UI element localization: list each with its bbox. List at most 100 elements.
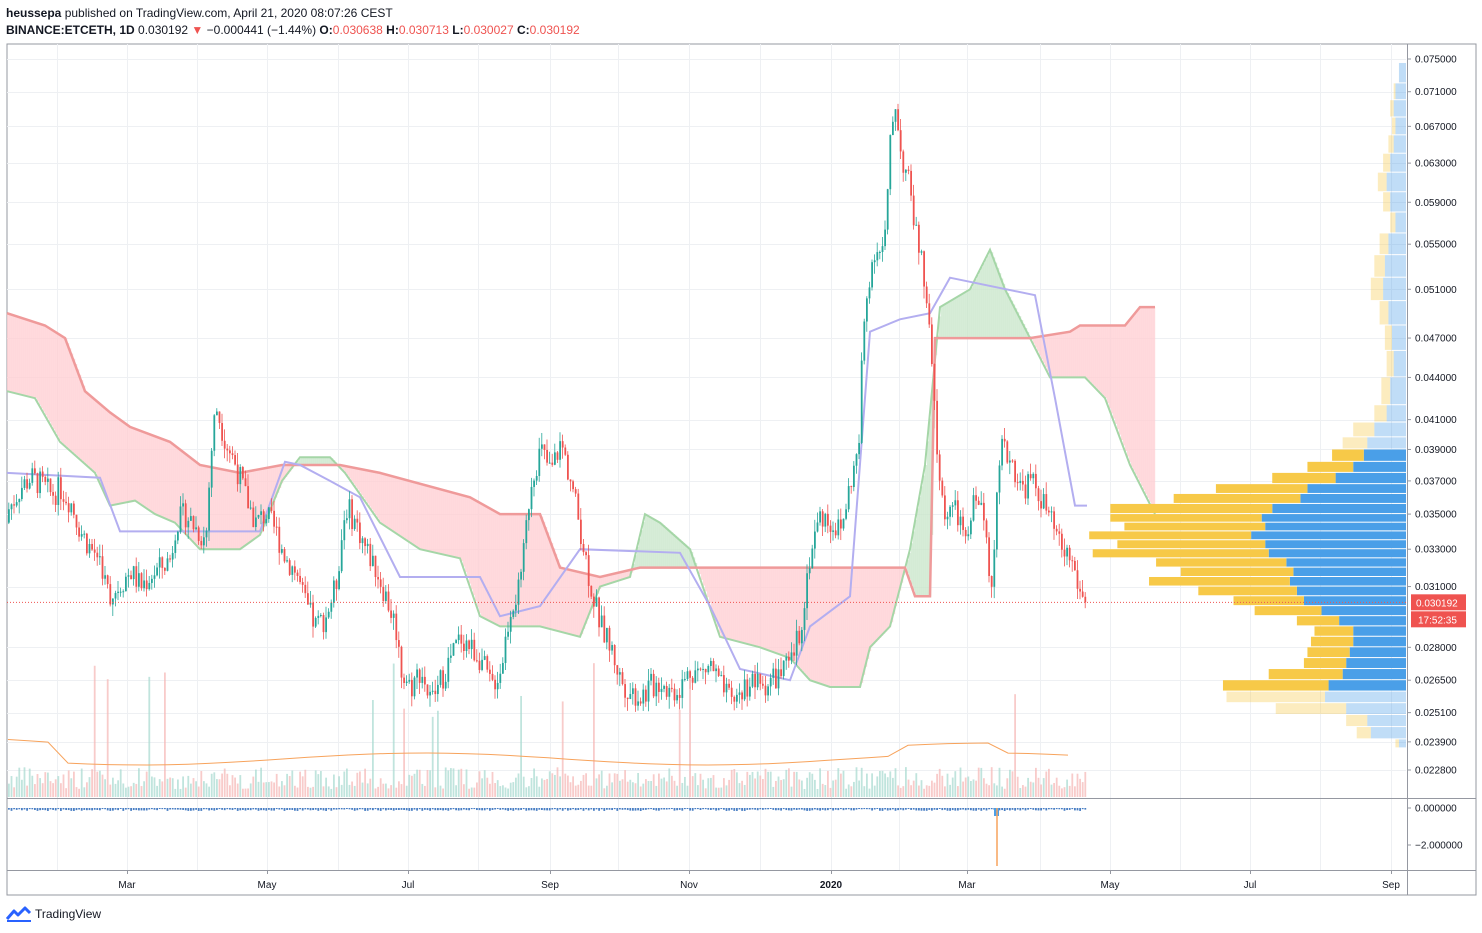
cloud-fill: [509, 514, 512, 627]
cloud-fill: [1103, 325, 1106, 397]
candle-body: [546, 449, 548, 463]
volume-bar: [132, 782, 135, 797]
candle-body: [502, 662, 504, 674]
indicator-bar: [78, 808, 80, 810]
indicator-bar: [158, 808, 161, 810]
volume-profile-bar-down: [1328, 680, 1406, 691]
indicator-bar: [525, 808, 528, 811]
indicator-bar: [54, 808, 57, 811]
volume-bar: [522, 776, 525, 797]
tradingview-footer[interactable]: TradingView: [6, 905, 101, 923]
cloud-fill: [183, 451, 186, 532]
time-tick-label: Nov: [680, 880, 698, 891]
cloud-fill: [499, 513, 502, 626]
volume-bar: [1003, 788, 1006, 797]
indicator-bar: [577, 808, 580, 811]
candle-body: [400, 646, 403, 678]
volume-bar: [36, 774, 39, 797]
candle-body: [421, 676, 424, 683]
indicator-bar: [1040, 808, 1042, 811]
volume-bar: [460, 768, 463, 797]
indicator-bar: [351, 808, 353, 810]
candle-body: [522, 543, 525, 572]
symbol-name[interactable]: BINANCE:ETCETH, 1D: [6, 23, 135, 37]
candle-body: [356, 518, 359, 523]
indicator-bar: [655, 808, 658, 811]
cloud-fill: [943, 305, 946, 339]
indicator-bar: [1042, 808, 1045, 810]
volume-bar: [1050, 784, 1053, 797]
candle-body: [837, 519, 840, 536]
candle-body: [712, 660, 715, 672]
volume-bar: [608, 773, 611, 797]
cloud-fill: [889, 567, 892, 628]
candle-body: [80, 534, 83, 537]
volume-bar: [642, 783, 645, 797]
candle-body: [257, 514, 260, 518]
volume-bar: [762, 778, 764, 797]
volume-bar: [827, 770, 829, 797]
indicator-bar: [803, 808, 806, 811]
candle-body: [99, 556, 101, 558]
indicator-bar: [777, 808, 780, 811]
cloud-fill: [425, 484, 428, 551]
volume-bar: [668, 768, 671, 797]
candle-body: [936, 400, 938, 455]
indicator-bar: [686, 808, 689, 810]
cloud-fill: [579, 572, 582, 637]
indicator-bar: [964, 808, 967, 811]
indicator-bar: [481, 808, 483, 811]
cloud-fill: [657, 520, 660, 568]
volume-bar: [1079, 778, 1081, 797]
volume-bar: [1040, 784, 1042, 797]
candle-body: [931, 324, 933, 365]
volume-profile-bar-down: [1393, 135, 1406, 153]
cloud-fill: [609, 574, 612, 584]
cloud-fill: [713, 567, 716, 616]
cloud-fill: [689, 548, 692, 568]
cloud-fill: [389, 475, 392, 529]
indicator-bar: [1001, 808, 1003, 811]
candle-body: [275, 526, 278, 528]
volume-bar: [632, 782, 634, 797]
indicator-bar: [1076, 808, 1079, 811]
candle-body: [296, 572, 299, 576]
indicator-bar: [288, 808, 291, 810]
volume-bar: [470, 787, 473, 797]
volume-bar: [457, 769, 460, 797]
candle-body: [312, 602, 314, 627]
indicator-bar: [775, 808, 777, 811]
indicator-bar: [470, 808, 473, 810]
candle-body: [678, 695, 681, 698]
indicator-bar: [697, 808, 699, 810]
candle-body: [663, 686, 665, 689]
cloud-fill: [1127, 323, 1130, 457]
candle-body: [86, 533, 88, 554]
volume-bar: [1011, 771, 1014, 797]
indicator-bar: [668, 808, 671, 810]
indicator-bar: [936, 808, 938, 810]
volume-bar: [990, 767, 993, 797]
cloud-fill: [467, 496, 470, 578]
indicator-bar: [1068, 808, 1071, 810]
candle-body: [1081, 591, 1084, 597]
candle-body: [255, 517, 257, 528]
candle-body: [413, 677, 416, 697]
indicator-bar: [816, 808, 819, 811]
volume-profile-bar-down: [1349, 647, 1406, 658]
cloud-fill: [129, 426, 132, 502]
cloud-fill: [869, 567, 872, 652]
candle-body: [153, 575, 156, 579]
candle-body: [83, 533, 86, 535]
cloud-fill: [269, 467, 272, 513]
cloud-fill: [93, 397, 96, 472]
cloud-fill: [891, 567, 894, 623]
candle-body: [49, 478, 52, 493]
volume-bar: [127, 786, 130, 797]
volume-bar: [39, 778, 41, 797]
volume-bar: [712, 775, 715, 797]
price-chart[interactable]: 0.0750000.0710000.0670000.0630000.059000…: [0, 0, 1482, 905]
volume-bar: [135, 783, 138, 797]
publisher-name[interactable]: heussepa: [6, 6, 62, 20]
candle-body: [626, 697, 629, 700]
